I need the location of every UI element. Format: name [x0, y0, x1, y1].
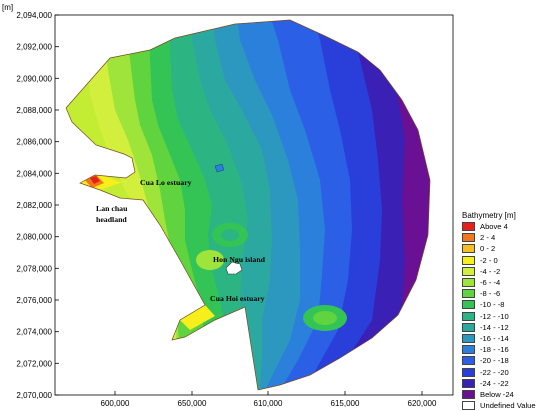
- label-headland: headland: [96, 215, 127, 224]
- y-tick-label: 2,072,000: [16, 359, 52, 368]
- legend-item: Above 4: [462, 221, 548, 232]
- legend-label: -18 - -16: [480, 345, 509, 355]
- legend-label: -20 - -18: [480, 356, 509, 366]
- legend-item: -22 - -20: [462, 366, 548, 377]
- x-axis: 600,000 650,000 610,000 615,000 620,000: [101, 391, 437, 408]
- legend-label: Below -24: [480, 389, 514, 399]
- legend-swatch: [462, 389, 475, 399]
- legend-swatch: [462, 222, 475, 232]
- y-tick-label: 2,074,000: [16, 328, 52, 337]
- y-tick-label: 2,082,000: [16, 201, 52, 210]
- y-tick-label: 2,078,000: [16, 264, 52, 273]
- x-tick-label: 620,000: [408, 399, 437, 408]
- legend-swatch: [462, 289, 475, 299]
- legend-label: Above 4: [480, 222, 508, 232]
- x-tick-label: 650,000: [178, 399, 207, 408]
- legend-item: 0 - 2: [462, 243, 548, 254]
- legend-swatch: [462, 300, 475, 310]
- legend-item: Undefined Value: [462, 400, 548, 411]
- legend-label: -2 - 0: [480, 255, 498, 265]
- legend-label: -6 - -4: [480, 278, 501, 288]
- y-tick-label: 2,090,000: [16, 74, 52, 83]
- label-cua-hoi-estuary: Cua Hoi estuary: [210, 294, 265, 303]
- y-tick-label: 2,094,000: [16, 11, 52, 20]
- legend-swatch: [462, 244, 475, 254]
- x-tick-label: 615,000: [331, 399, 360, 408]
- small-islet: [214, 163, 225, 173]
- legend-item: Below -24: [462, 389, 548, 400]
- legend-swatch: [462, 345, 475, 355]
- legend-item: -4 - -2: [462, 266, 548, 277]
- legend-label: -4 - -2: [480, 266, 501, 276]
- legend-swatch: [462, 401, 475, 411]
- legend-label: -10 - -8: [480, 300, 505, 310]
- legend-item: 2 - 4: [462, 232, 548, 243]
- legend-label: 2 - 4: [480, 233, 496, 243]
- legend-swatch: [462, 322, 475, 332]
- x-tick-label: 600,000: [101, 399, 130, 408]
- legend-title: Bathymetry [m]: [462, 211, 516, 220]
- legend-label: -16 - -14: [480, 333, 509, 343]
- legend-label: -14 - -12: [480, 322, 509, 332]
- legend-swatch: [462, 367, 475, 377]
- legend-label: -8 - -6: [480, 289, 501, 299]
- x-tick-label: 610,000: [254, 399, 283, 408]
- legend-label: -22 - -20: [480, 367, 509, 377]
- y-tick-label: 2,070,000: [16, 391, 52, 400]
- legend-item: -12 - -10: [462, 311, 548, 322]
- legend-swatch: [462, 278, 475, 288]
- label-lan-chau: Lan chau: [96, 204, 128, 213]
- unit-label: [m]: [2, 3, 13, 12]
- legend-swatch: [462, 333, 475, 343]
- y-tick-label: 2,088,000: [16, 106, 52, 115]
- legend-item: -20 - -18: [462, 355, 548, 366]
- y-tick-label: 2,084,000: [16, 169, 52, 178]
- y-axis: 2,094,000 2,092,000 2,090,000 2,088,000 2,08…: [16, 11, 59, 400]
- legend-item: -8 - -6: [462, 288, 548, 299]
- y-tick-label: 2,080,000: [16, 233, 52, 242]
- y-tick-label: 2,092,000: [16, 43, 52, 52]
- y-tick-label: 2,086,000: [16, 138, 52, 147]
- legend-item: -14 - -12: [462, 322, 548, 333]
- legend-item: -2 - 0: [462, 255, 548, 266]
- model-domain-outline: [65, 19, 431, 391]
- legend-label: Undefined Value: [480, 401, 536, 411]
- legend-label: -24 - -22: [480, 378, 509, 388]
- legend-swatch: [462, 356, 475, 366]
- hon-ngu-island: [225, 261, 243, 275]
- y-tick-label: 2,076,000: [16, 296, 52, 305]
- legend-item: -16 - -14: [462, 333, 548, 344]
- legend-swatch: [462, 255, 475, 265]
- legend-item: -24 - -22: [462, 378, 548, 389]
- legend-swatch: [462, 378, 475, 388]
- legend-item: -6 - -4: [462, 277, 548, 288]
- label-hon-ngu-island: Hon Ngu island: [213, 255, 266, 264]
- legend-label: -12 - -10: [480, 311, 509, 321]
- legend-swatch: [462, 266, 475, 276]
- legend-swatch: [462, 311, 475, 321]
- legend-label: 0 - 2: [480, 244, 496, 254]
- label-cua-lo-estuary: Cua Lo estuary: [140, 178, 192, 187]
- legend-item: -18 - -16: [462, 344, 548, 355]
- legend-item: -10 - -8: [462, 299, 548, 310]
- legend-swatch: [462, 233, 475, 243]
